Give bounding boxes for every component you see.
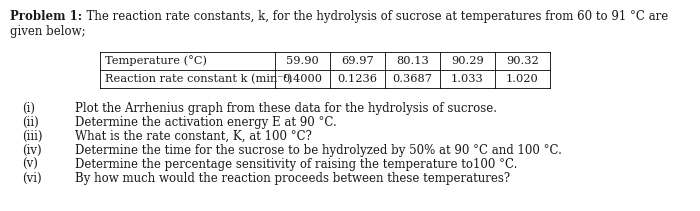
Text: (i): (i) <box>22 102 35 115</box>
Text: given below;: given below; <box>10 25 85 38</box>
Text: 0.1236: 0.1236 <box>337 74 377 84</box>
Text: 1.020: 1.020 <box>506 74 539 84</box>
Text: (vi): (vi) <box>22 172 41 185</box>
Text: 69.97: 69.97 <box>341 56 374 66</box>
Text: Temperature (°C): Temperature (°C) <box>105 55 207 66</box>
Text: 80.13: 80.13 <box>396 56 429 66</box>
Text: 0.4000: 0.4000 <box>283 74 323 84</box>
Text: Plot the Arrhenius graph from these data for the hydrolysis of sucrose.: Plot the Arrhenius graph from these data… <box>75 102 497 115</box>
Text: 90.32: 90.32 <box>506 56 539 66</box>
Text: (iv): (iv) <box>22 144 41 157</box>
Text: By how much would the reaction proceeds between these temperatures?: By how much would the reaction proceeds … <box>75 172 510 185</box>
Text: (ii): (ii) <box>22 116 38 129</box>
Text: 59.90: 59.90 <box>286 56 319 66</box>
Text: 1.033: 1.033 <box>451 74 484 84</box>
Text: 0.3687: 0.3687 <box>393 74 433 84</box>
Text: What is the rate constant, K, at 100 °C?: What is the rate constant, K, at 100 °C? <box>75 130 312 143</box>
Text: (iii): (iii) <box>22 130 43 143</box>
Text: Determine the percentage sensitivity of raising the temperature to100 °C.: Determine the percentage sensitivity of … <box>75 158 517 171</box>
Text: (v): (v) <box>22 158 38 171</box>
Text: Problem 1:: Problem 1: <box>10 10 82 23</box>
Text: The reaction rate constants, k, for the hydrolysis of sucrose at temperatures fr: The reaction rate constants, k, for the … <box>79 10 668 23</box>
Text: 90.29: 90.29 <box>451 56 484 66</box>
Text: Determine the time for the sucrose to be hydrolyzed by 50% at 90 °C and 100 °C.: Determine the time for the sucrose to be… <box>75 144 562 157</box>
Text: Determine the activation energy E at 90 °C.: Determine the activation energy E at 90 … <box>75 116 337 129</box>
Text: Reaction rate constant k (min⁻¹): Reaction rate constant k (min⁻¹) <box>105 74 293 84</box>
